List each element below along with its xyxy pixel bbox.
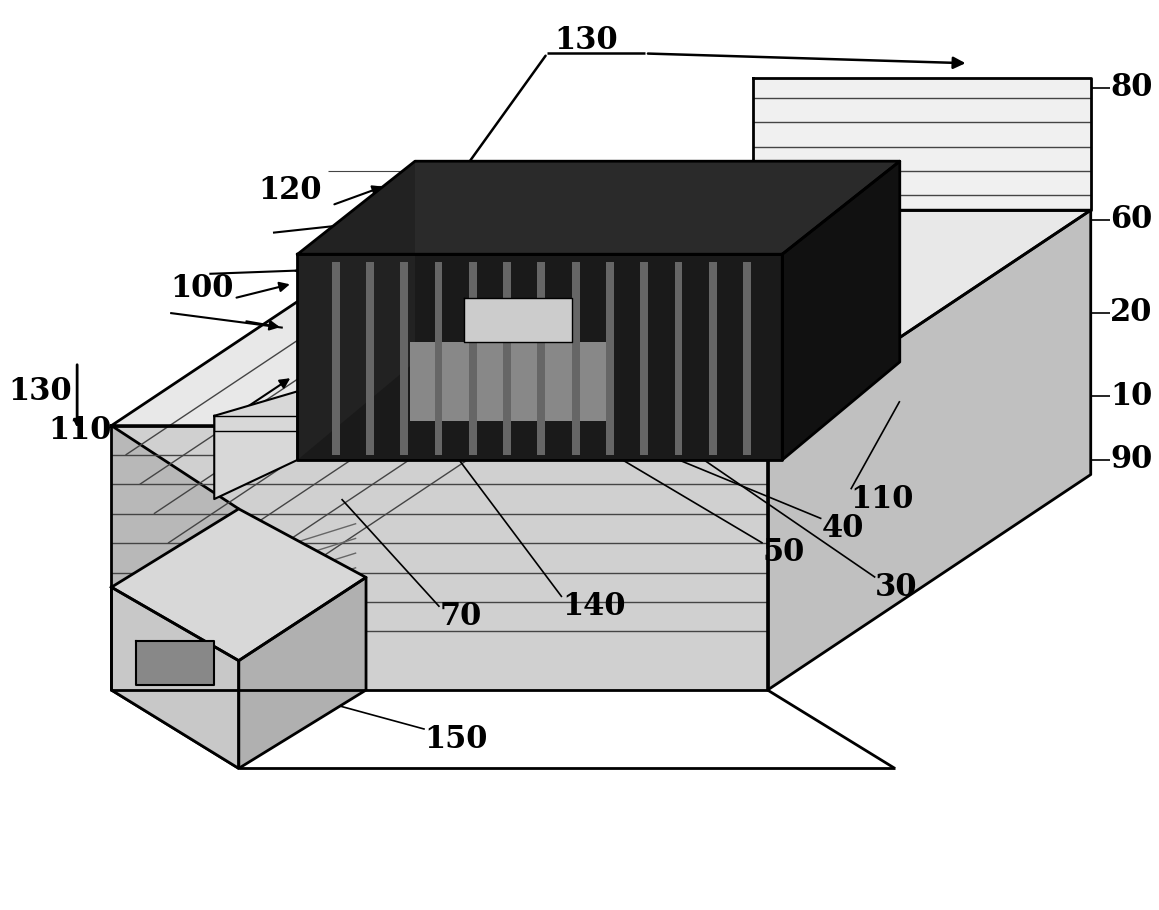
Polygon shape: [753, 78, 1091, 210]
Polygon shape: [675, 262, 683, 455]
Polygon shape: [469, 262, 476, 455]
Polygon shape: [239, 578, 366, 768]
Polygon shape: [111, 426, 239, 768]
Polygon shape: [298, 254, 782, 460]
Text: 50: 50: [763, 538, 804, 569]
Polygon shape: [410, 342, 606, 420]
Text: 90: 90: [1110, 444, 1152, 475]
Polygon shape: [331, 262, 340, 455]
Polygon shape: [782, 161, 899, 460]
Polygon shape: [111, 587, 239, 768]
Polygon shape: [743, 262, 751, 455]
Text: 110: 110: [48, 415, 111, 446]
Text: 150: 150: [425, 723, 488, 754]
Polygon shape: [464, 298, 571, 342]
Polygon shape: [503, 262, 511, 455]
Text: 80: 80: [1110, 72, 1153, 103]
Text: 130: 130: [554, 25, 618, 56]
Text: 60: 60: [1110, 205, 1152, 236]
Text: 100: 100: [170, 273, 234, 304]
Polygon shape: [640, 262, 648, 455]
Text: 120: 120: [258, 175, 322, 206]
Text: 130: 130: [8, 376, 72, 407]
Polygon shape: [400, 262, 408, 455]
Text: 110: 110: [851, 483, 914, 514]
Text: 30: 30: [875, 571, 918, 602]
Polygon shape: [111, 426, 767, 690]
Text: 10: 10: [1110, 380, 1152, 411]
Polygon shape: [435, 262, 443, 455]
Polygon shape: [709, 262, 716, 455]
Polygon shape: [214, 391, 298, 499]
Polygon shape: [538, 262, 545, 455]
Text: 40: 40: [822, 513, 863, 544]
Text: 20: 20: [1110, 298, 1153, 329]
Text: 70: 70: [439, 602, 482, 632]
Polygon shape: [298, 161, 899, 254]
Polygon shape: [366, 262, 374, 455]
Polygon shape: [298, 161, 415, 460]
Polygon shape: [214, 416, 802, 430]
Polygon shape: [111, 509, 366, 661]
Polygon shape: [606, 262, 614, 455]
Polygon shape: [136, 641, 214, 685]
Polygon shape: [111, 210, 1091, 426]
Text: 140: 140: [562, 592, 626, 622]
Polygon shape: [571, 262, 580, 455]
Polygon shape: [767, 210, 1091, 690]
